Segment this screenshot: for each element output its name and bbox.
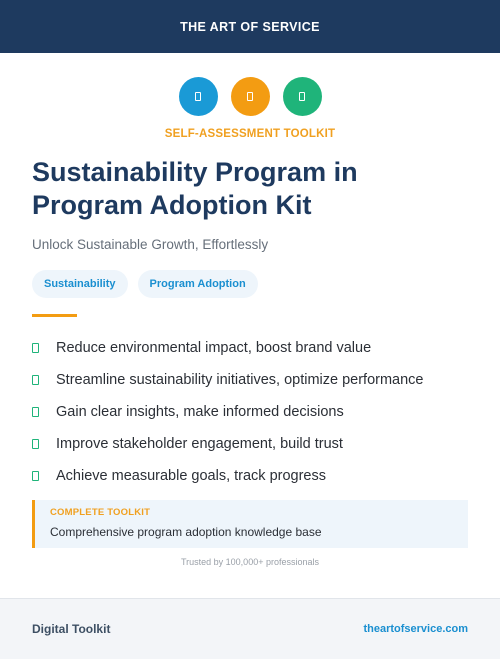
- list-item: Improve stakeholder engagement, build tr…: [32, 428, 472, 460]
- list-item: Reduce environmental impact, boost brand…: [32, 332, 472, 364]
- toolkit-description: Comprehensive program adoption knowledge…: [50, 525, 322, 539]
- check-icon: [32, 439, 39, 449]
- benefit-text: Streamline sustainability initiatives, o…: [56, 372, 424, 388]
- page-title: Sustainability Program in Program Adopti…: [32, 157, 358, 220]
- blue-icon: [178, 77, 218, 116]
- benefit-text: Reduce environmental impact, boost brand…: [56, 340, 372, 356]
- toolkit-label: COMPLETE TOOLKIT: [50, 507, 151, 518]
- header-bar: THE ART OF SERVICE: [0, 0, 500, 53]
- website-link[interactable]: theartofservice.com: [363, 623, 468, 635]
- kicker-label: SELF-ASSESSMENT TOOLKIT: [164, 128, 336, 140]
- benefit-list: Reduce environmental impact, boost brand…: [32, 332, 472, 492]
- footer-label: Digital Toolkit: [32, 622, 111, 636]
- subtitle: Unlock Sustainable Growth, Effortlessly: [32, 237, 269, 252]
- list-item: Gain clear insights, make informed decis…: [32, 396, 472, 428]
- footer: Digital Toolkit theartofservice.com: [0, 598, 500, 659]
- accent-divider: [32, 314, 77, 317]
- trust-note: Trusted by 100,000+ professionals: [180, 557, 319, 567]
- tag-program-adoption[interactable]: Program Adoption: [137, 270, 258, 298]
- tag-sustainability[interactable]: Sustainability: [32, 270, 128, 298]
- tag-list: Sustainability Program Adoption: [32, 270, 258, 298]
- list-item: Achieve measurable goals, track progress: [32, 460, 472, 492]
- benefit-text: Improve stakeholder engagement, build tr…: [56, 436, 343, 452]
- green-icon: [282, 77, 322, 116]
- check-icon: [32, 407, 39, 417]
- toolkit-callout: COMPLETE TOOLKIT Comprehensive program a…: [32, 500, 468, 548]
- brand-name: THE ART OF SERVICE: [180, 19, 320, 34]
- orange-icon: [230, 77, 270, 116]
- list-item: Streamline sustainability initiatives, o…: [32, 364, 472, 396]
- benefit-text: Gain clear insights, make informed decis…: [56, 404, 344, 420]
- check-icon: [32, 343, 39, 353]
- check-icon: [32, 471, 39, 481]
- benefit-text: Achieve measurable goals, track progress: [56, 468, 326, 484]
- icon-row: [0, 77, 500, 116]
- check-icon: [32, 375, 39, 385]
